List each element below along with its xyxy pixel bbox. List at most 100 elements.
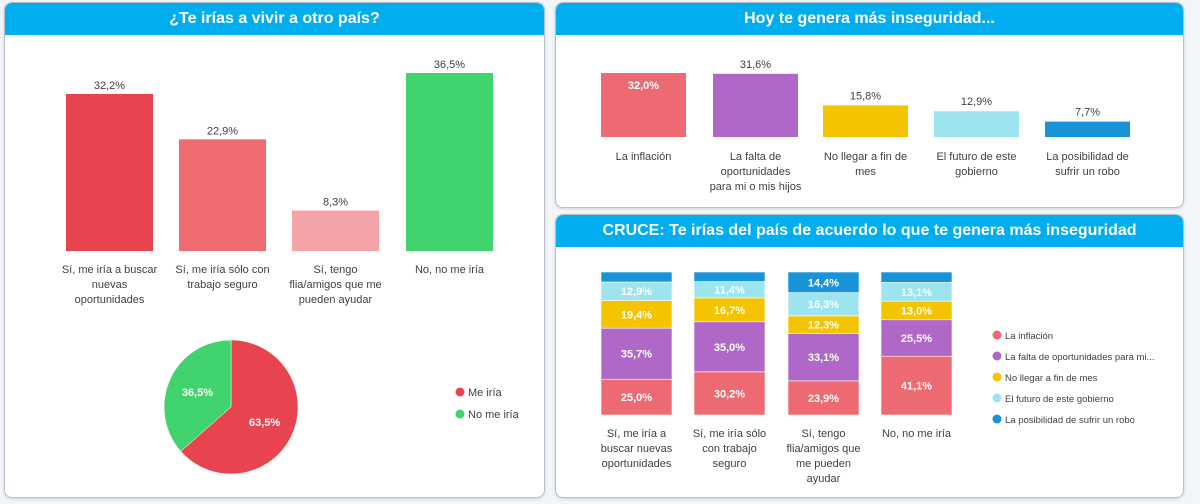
data-label: 15,8%	[850, 90, 881, 102]
category-label: La inflación	[616, 151, 672, 163]
bar	[66, 93, 153, 251]
pie-slice	[180, 339, 299, 475]
category-label: oportunidades	[75, 294, 145, 306]
segment-label: 41,1%	[901, 381, 932, 393]
legend-label: No llegar a fin de mes	[1005, 373, 1098, 384]
category-label: Sí, me iría sólo	[693, 428, 766, 440]
stacked-segment	[880, 355, 953, 416]
stacked-segment	[880, 271, 953, 283]
pie-chart-vivir-otro-pais: 63,5% Me iría 36,5% No me iría	[163, 339, 520, 475]
segment-label: 33,1%	[808, 352, 839, 364]
category-label: me pueden	[796, 458, 851, 470]
category-label: buscar nuevas	[601, 443, 673, 455]
bar	[713, 73, 798, 137]
segment-label: 35,7%	[621, 349, 652, 361]
data-label: 8,3%	[323, 197, 348, 209]
data-label: 36,5%	[434, 59, 465, 71]
category-label: seguro	[713, 458, 747, 470]
panel-inseguridad: Hoy te genera más inseguridad... 32,0% La…	[555, 2, 1184, 208]
legend-marker	[992, 393, 1002, 403]
category-label: Sí, tengo	[313, 264, 357, 276]
legend-marker	[455, 387, 465, 397]
segment-label: 12,3%	[808, 320, 839, 332]
category-label: La posibilidad de	[1046, 151, 1129, 163]
stacked-segment	[693, 371, 766, 416]
category-label: mes	[855, 166, 876, 178]
bar	[601, 73, 686, 137]
stacked-segment	[600, 300, 673, 329]
category-label: Sí, me iría a	[607, 428, 667, 440]
category-label: No, no me iría	[415, 264, 485, 276]
segment-label: 35,0%	[714, 342, 745, 354]
category-label: oportunidades	[602, 458, 672, 470]
data-label: 31,6%	[740, 59, 771, 71]
stacked-segment	[693, 271, 766, 282]
stacked-segment	[600, 327, 673, 380]
category-label: oportunidades	[721, 166, 791, 178]
bar	[179, 139, 266, 251]
bar	[823, 105, 908, 137]
legend-marker	[992, 372, 1002, 382]
segment-label: 12,9%	[621, 286, 652, 298]
stacked-segment	[787, 333, 860, 382]
category-label: nuevas	[92, 279, 128, 291]
category-label: Sí, me iría a buscar	[62, 264, 158, 276]
stacked-bar-chart-cruce: 25,0% 35,7% 19,4% 12,9% Sí, me iría a buscar …	[600, 271, 1154, 485]
segment-label: 30,2%	[714, 388, 745, 400]
data-label: 7,7%	[1075, 107, 1100, 119]
bar-chart-inseguridad: 32,0% La inflación 31,6% La falta de oportun…	[601, 59, 1130, 193]
category-label: flia/amigos que	[787, 443, 861, 455]
data-label: 32,2%	[94, 80, 125, 92]
category-label: No, no me iría	[882, 428, 952, 440]
bar	[292, 210, 379, 251]
panel-title: ¿Te irías a vivir a otro país?	[5, 3, 544, 35]
segment-label: 13,1%	[901, 287, 932, 299]
legend-label: Me iría	[468, 387, 503, 399]
category-label: Sí, tengo	[801, 428, 845, 440]
segment-label: 16,3%	[808, 299, 839, 311]
data-label: 32,0%	[628, 80, 659, 92]
category-label: Sí, me iría sólo con	[175, 264, 269, 276]
legend-marker	[455, 409, 465, 419]
segment-label: 16,7%	[714, 305, 745, 317]
legend-marker	[992, 414, 1002, 424]
category-label: gobierno	[955, 166, 998, 178]
segment-label: 14,4%	[808, 277, 839, 289]
category-label: para mi o mis hijos	[710, 181, 802, 193]
slice-label: 63,5%	[249, 417, 280, 429]
segment-label: 25,5%	[901, 333, 932, 345]
segment-label: 19,4%	[621, 309, 652, 321]
segment-label: 11,4%	[714, 285, 745, 297]
category-label: pueden ayudar	[299, 294, 373, 306]
data-label: 22,9%	[207, 125, 238, 137]
bar	[1045, 121, 1130, 137]
legend-label: No me iría	[468, 409, 520, 421]
category-label: La falta de	[730, 151, 781, 163]
category-label: El futuro de este	[936, 151, 1016, 163]
panel-title: CRUCE: Te irías del país de acuerdo lo q…	[556, 215, 1183, 247]
category-label: flia/amigos que me	[289, 279, 381, 291]
category-label: con trabajo	[702, 443, 756, 455]
pie-slice	[163, 339, 232, 452]
panel-cruce: CRUCE: Te irías del país de acuerdo lo q…	[555, 214, 1184, 498]
category-label: sufrir un robo	[1055, 166, 1120, 178]
stacked-segment	[787, 271, 860, 293]
legend-marker	[992, 351, 1002, 361]
stacked-segment	[600, 271, 673, 283]
category-label: ayudar	[807, 473, 841, 485]
panel-title: Hoy te genera más inseguridad...	[556, 3, 1183, 35]
category-label: trabajo seguro	[187, 279, 257, 291]
bar-chart-vivir-otro-pais: 32,2% Sí, me iría a buscar nuevas oportunid…	[62, 59, 493, 306]
slice-label: 36,5%	[182, 387, 213, 399]
legend-label: La posibilidad de sufrir un robo	[1005, 415, 1135, 426]
bar	[406, 73, 493, 251]
stacked-segment	[787, 380, 860, 416]
legend-marker	[992, 330, 1002, 340]
legend-label: La falta de oportunidades para mi...	[1005, 352, 1154, 363]
stacked-segment	[880, 319, 953, 357]
stacked-segment	[693, 321, 766, 373]
legend-label: El futuro de este gobierno	[1005, 394, 1114, 405]
bar	[934, 111, 1019, 137]
segment-label: 13,0%	[901, 305, 932, 317]
category-label: No llegar a fin de	[824, 151, 907, 163]
